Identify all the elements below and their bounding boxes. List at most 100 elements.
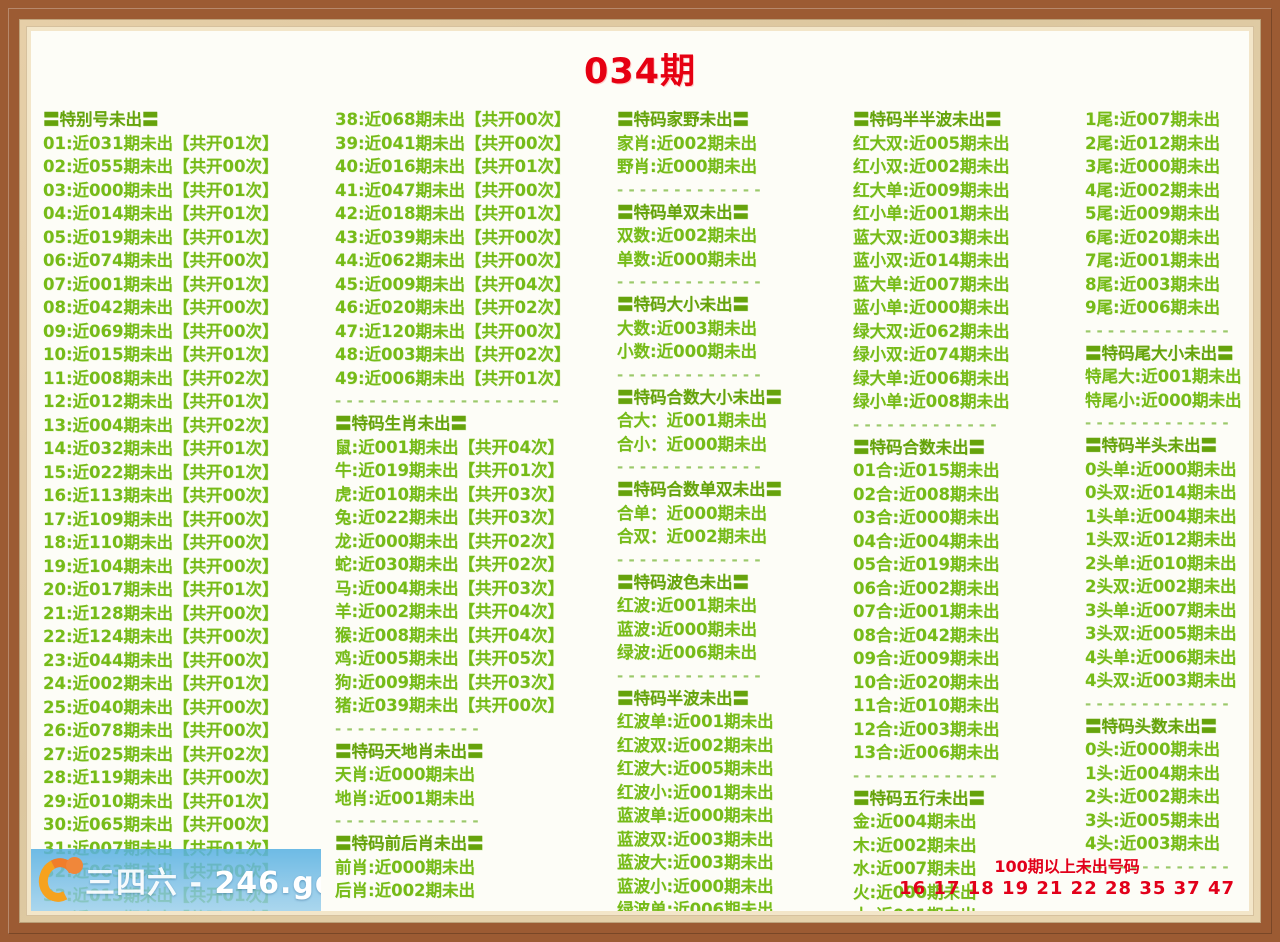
- section-heading: 〓特码大小未出〓: [617, 295, 749, 314]
- stat-row: 绿大单:近006期未出: [853, 368, 1010, 388]
- stat-row: 绿大双:近062期未出: [853, 321, 1010, 341]
- section-divider: - - - - - - - - - - - - -: [1085, 321, 1229, 340]
- section-divider: - - - - - - - - - - - - -: [853, 415, 997, 434]
- stat-row: 38:近068期未出【共开00次】: [335, 110, 571, 129]
- section-divider: - - - - - - - - - - - - -: [617, 458, 761, 476]
- stat-row: 41:近047期未出【共开00次】: [335, 180, 571, 200]
- stat-row: 04合:近004期未出: [853, 531, 1000, 551]
- stat-row: 2头:近002期未出: [1085, 787, 1221, 806]
- stat-row: 1头单:近004期未出: [1085, 506, 1237, 526]
- stat-row: 蓝波大:近003期未出: [617, 853, 774, 872]
- stat-row: 合单：近000期未出: [617, 503, 767, 523]
- section-divider: - - - - - - - - - - - - -: [617, 550, 761, 569]
- stat-row: 双数:近002期未出: [617, 226, 758, 245]
- stat-row: 5尾:近009期未出: [1085, 204, 1221, 223]
- stat-row: 06:近074期未出【共开00次】: [43, 251, 279, 270]
- section: 〓特码生肖未出〓 鼠:近001期未出【共开04次】 牛:近019期未出【共开01次】…: [335, 412, 609, 740]
- frame-bevel: [8, 8, 1272, 934]
- section: 〓特码波色未出〓 红波:近001期未出 蓝波:近000期未出 绿波:近006期未出 - …: [617, 571, 845, 687]
- stat-row: 大数:近003期未出: [617, 318, 758, 338]
- footer-highlight: 100期以上未出号码 16 17 18 19 21 22 28 35 37 47: [899, 856, 1235, 901]
- stat-row: 红小双:近002期未出: [853, 157, 1010, 176]
- stat-row: 红波大:近005期未出: [617, 759, 774, 778]
- section-divider: - - - - - - - - - - - - - - - - - - - -: [335, 392, 559, 410]
- stat-row: 猪:近039期未出【共开00次】: [335, 696, 565, 715]
- stat-row: 7尾:近001期未出: [1085, 251, 1221, 270]
- stat-row: 15:近022期未出【共开01次】: [43, 462, 279, 482]
- poster-page: 034期 〓特别号未出〓 01:近031期未出【共开01次】 02:近055期未出【…: [31, 31, 1249, 911]
- stat-row: 1头:近004期未出: [1085, 763, 1221, 783]
- stat-row: 龙:近000期未出【共开02次】: [335, 531, 565, 551]
- section-divider: - - - - - - - - - - - - -: [335, 812, 479, 830]
- section-divider: - - - - - - - - - - - - -: [617, 365, 761, 384]
- stat-row: 06合:近002期未出: [853, 578, 1000, 598]
- stat-row: 蛇:近030期未出【共开02次】: [335, 555, 565, 574]
- section: 〓特码半半波未出〓 红大双:近005期未出 红小双:近002期未出 红大单:近009期…: [853, 108, 1077, 436]
- stat-row: 4头:近003期未出: [1085, 834, 1221, 853]
- stat-row: 08合:近042期未出: [853, 625, 1000, 645]
- stat-row: 蓝波小:近000期未出: [617, 876, 774, 896]
- columns-container: 〓特别号未出〓 01:近031期未出【共开01次】 02:近055期未出【共开00次…: [31, 94, 1249, 911]
- stat-row: 绿波:近006期未出: [617, 643, 758, 662]
- watermark-text: 三四六 - 246.gd: [85, 858, 321, 902]
- stat-row: 合大：近001期未出: [617, 411, 767, 430]
- section: 〓特码大小未出〓 大数:近003期未出 小数:近000期未出 - - - - - - …: [617, 293, 845, 386]
- section-divider: - - - - - - - - - - - - -: [1085, 857, 1229, 876]
- stat-row: 07合:近001期未出: [853, 602, 1000, 621]
- stat-row: 11合:近010期未出: [853, 696, 1000, 715]
- stat-row: 45:近009期未出【共开04次】: [335, 274, 571, 294]
- stat-row: 兔:近022期未出【共开03次】: [335, 508, 565, 527]
- section: 〓特码合数未出〓 01合:近015期未出 02合:近008期未出 03合:近000期未…: [853, 436, 1077, 787]
- stat-row: 14:近032期未出【共开01次】: [43, 439, 279, 458]
- stat-row: 48:近003期未出【共开02次】: [335, 345, 571, 364]
- stat-row: 合双：近002期未出: [617, 527, 767, 546]
- stat-row: 红小单:近001期未出: [853, 204, 1010, 223]
- stat-row: 合小：近000期未出: [617, 434, 767, 454]
- stat-row: 19:近104期未出【共开00次】: [43, 556, 279, 576]
- stat-row: 红大双:近005期未出: [853, 133, 1010, 153]
- stat-row: 23:近044期未出【共开00次】: [43, 650, 279, 670]
- stat-row: 17:近109期未出【共开00次】: [43, 509, 279, 529]
- stat-row: 21:近128期未出【共开00次】: [43, 603, 279, 623]
- stat-row: 05:近019期未出【共开01次】: [43, 227, 279, 247]
- stat-row: 27:近025期未出【共开02次】: [43, 744, 279, 764]
- stat-row: 43:近039期未出【共开00次】: [335, 227, 571, 247]
- section-heading: 〓特码波色未出〓: [617, 572, 749, 592]
- stat-row: 水:近007期未出: [853, 859, 977, 878]
- stat-row: 28:近119期未出【共开00次】: [43, 768, 279, 787]
- stat-row: 4头单:近006期未出: [1085, 647, 1237, 667]
- section: 〓特码单双未出〓 双数:近002期未出 单数:近000期未出 - - - - - - …: [617, 201, 845, 294]
- section: 〓特码天地肖未出〓 天肖:近000期未出 地肖:近001期未出 - - - - - -…: [335, 740, 609, 833]
- stat-row: 红波单:近001期未出: [617, 712, 774, 731]
- stat-row: 3头双:近005期未出: [1085, 624, 1237, 643]
- stat-row: 09:近069期未出【共开00次】: [43, 321, 279, 341]
- section-divider: - - - - - - - - - - - - -: [853, 766, 997, 785]
- stat-row: 07:近001期未出【共开01次】: [43, 274, 279, 294]
- section: 1尾:近007期未出 2尾:近012期未出 3尾:近000期未出 4尾:近002期未出…: [1085, 108, 1249, 342]
- stat-row: 03合:近000期未出: [853, 508, 1000, 527]
- section: 〓特别号未出〓 01:近031期未出【共开01次】 02:近055期未出【共开00次…: [43, 108, 327, 911]
- stat-row: 小数:近000期未出: [617, 342, 758, 361]
- stat-row: 羊:近002期未出【共开04次】: [335, 602, 565, 621]
- footer-highlight-title: 100期以上未出号码: [994, 857, 1140, 876]
- page-title: 034期: [583, 52, 697, 92]
- stat-row: 天肖:近000期未出: [335, 765, 476, 784]
- section-divider: - - - - - - - - - - - - -: [335, 719, 479, 738]
- stat-row: 鼠:近001期未出【共开04次】: [335, 437, 565, 457]
- column-5: 1尾:近007期未出 2尾:近012期未出 3尾:近000期未出 4尾:近002期未出…: [1081, 108, 1249, 878]
- stat-row: 02合:近008期未出: [853, 484, 1000, 504]
- section-heading: 〓特码五行未出〓: [853, 788, 985, 808]
- stat-row: 10:近015期未出【共开01次】: [43, 345, 279, 364]
- stat-row: 24:近002期未出【共开01次】: [43, 674, 279, 693]
- stat-row: 13合:近006期未出: [853, 743, 1000, 762]
- stat-row: 30:近065期未出【共开00次】: [43, 815, 279, 834]
- section-heading: 〓特码尾大小未出〓: [1085, 343, 1234, 363]
- stat-row: 蓝波:近000期未出: [617, 619, 758, 639]
- stat-row: 绿小单:近008期未出: [853, 392, 1010, 411]
- stat-row: 后肖:近002期未出: [335, 881, 476, 900]
- section: 〓特码五行未出〓 金:近004期未出 木:近002期未出 水:近007期未出 火:近00…: [853, 787, 1077, 912]
- section-heading: 〓特码半头未出〓: [1085, 436, 1217, 455]
- section-divider: - - - - - - - - - - - - -: [1085, 694, 1229, 713]
- section-heading: 〓特码头数未出〓: [1085, 716, 1217, 736]
